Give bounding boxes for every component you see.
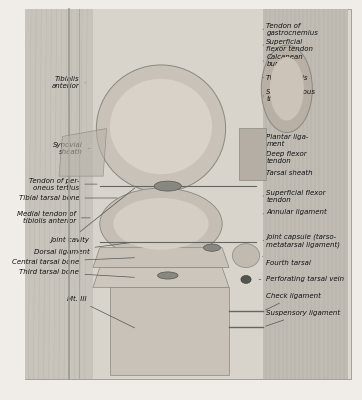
Text: Subcutaneous
thickening: Subcutaneous thickening [263, 89, 316, 102]
Ellipse shape [110, 79, 212, 174]
Ellipse shape [261, 45, 312, 132]
Text: Calcanean
bursa: Calcanean bursa [263, 54, 303, 67]
Ellipse shape [157, 272, 178, 279]
Text: Tibialis
anterior: Tibialis anterior [52, 76, 85, 89]
Text: Joint capsule (tarso-
metatarsal ligament): Joint capsule (tarso- metatarsal ligamen… [263, 233, 340, 248]
Ellipse shape [241, 276, 251, 284]
Text: Tarsal sheath: Tarsal sheath [263, 170, 313, 176]
Polygon shape [93, 268, 229, 287]
Text: Perforating tarsal vein: Perforating tarsal vein [259, 276, 345, 282]
Text: Tuber calcis: Tuber calcis [263, 75, 308, 81]
Text: Suspensory ligament: Suspensory ligament [266, 310, 341, 326]
Polygon shape [25, 9, 93, 379]
Text: Medial tendon of
tibiolis anterior: Medial tendon of tibiolis anterior [17, 211, 90, 224]
Text: Tendon of
gastrocnemius: Tendon of gastrocnemius [263, 23, 318, 36]
Text: Check ligament: Check ligament [265, 293, 321, 310]
Ellipse shape [113, 198, 209, 250]
Polygon shape [110, 287, 229, 375]
Polygon shape [59, 128, 106, 176]
Text: Annular ligament: Annular ligament [263, 209, 327, 215]
Text: Tibial tarsal bone: Tibial tarsal bone [18, 195, 117, 201]
Ellipse shape [100, 188, 222, 260]
Text: Plantar liga-
ment: Plantar liga- ment [263, 134, 309, 147]
Text: Superficial
flexor tendon: Superficial flexor tendon [263, 38, 313, 52]
Polygon shape [93, 9, 263, 379]
Text: Superficial flexor
tendon: Superficial flexor tendon [263, 190, 326, 202]
Text: Joint cavity: Joint cavity [51, 188, 135, 243]
Polygon shape [263, 9, 348, 379]
Ellipse shape [154, 181, 181, 191]
Polygon shape [239, 128, 266, 180]
Text: Central tarsal bone: Central tarsal bone [12, 258, 134, 264]
Text: Dorsal ligament: Dorsal ligament [34, 242, 134, 255]
Text: Synovial
sheath: Synovial sheath [53, 142, 90, 155]
Polygon shape [93, 248, 229, 268]
Ellipse shape [203, 244, 220, 251]
Text: Mt. III: Mt. III [67, 296, 135, 328]
Ellipse shape [270, 57, 304, 120]
Text: Deep flexor
tendon: Deep flexor tendon [263, 150, 307, 164]
Ellipse shape [232, 244, 260, 268]
Text: Third tarsal bone: Third tarsal bone [20, 269, 134, 277]
Text: Fourth tarsal: Fourth tarsal [262, 256, 311, 266]
Ellipse shape [96, 65, 226, 192]
Text: Tendon of per-
oneus tertius: Tendon of per- oneus tertius [29, 178, 97, 191]
